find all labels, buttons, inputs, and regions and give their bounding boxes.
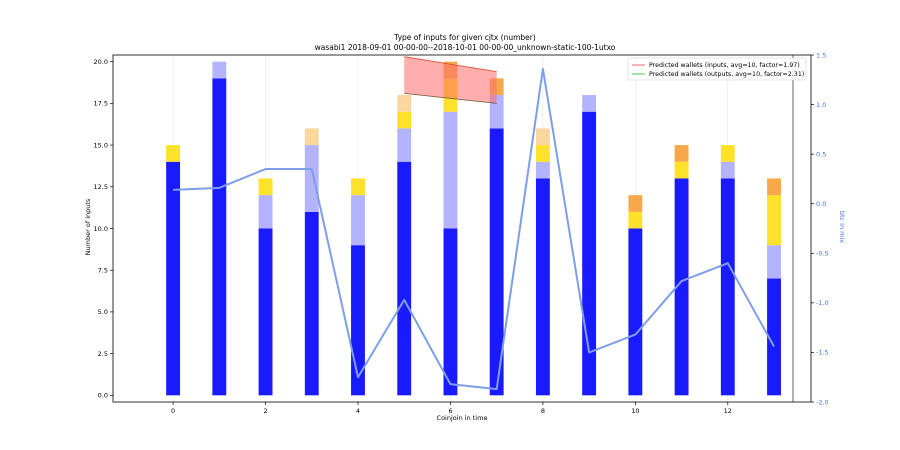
predicted-wallet-band xyxy=(404,56,497,104)
bar-segment-light-orange xyxy=(535,128,550,146)
bar-segment-fresh xyxy=(535,178,550,396)
bar-segment-coordinated xyxy=(674,161,689,179)
y-tick-label: 2.5 xyxy=(98,350,108,358)
stacked-bars xyxy=(166,61,781,396)
y-tick-label: 20.0 xyxy=(94,58,108,66)
y-tick-label: 12.5 xyxy=(94,183,108,191)
bar-segment-fresh xyxy=(674,178,689,396)
x-tick-label: 12 xyxy=(724,407,732,415)
y2-axis-ticks: -2.0 -1.5 -1.0 -0.5 0.0 0.5 1.0 1.5 xyxy=(792,51,829,406)
x-tick-label: 8 xyxy=(541,407,545,415)
y2-tick-label: 1.0 xyxy=(816,101,826,109)
bar-segment-fresh xyxy=(166,161,181,396)
x-tick-label: 10 xyxy=(631,407,639,415)
y-tick-label: 17.5 xyxy=(94,100,108,108)
bar-segment-coordinated xyxy=(628,211,643,229)
bar-segment-light-orange xyxy=(397,95,412,112)
x-tick-label: 4 xyxy=(356,407,360,415)
bar-segment-remix xyxy=(535,161,550,179)
predicted-band-lower xyxy=(404,93,497,104)
bar-segment-remix xyxy=(304,145,319,212)
bar-segment-fresh xyxy=(397,161,412,396)
y2-tick-label: -1.5 xyxy=(816,349,829,357)
y-tick-label: 10.0 xyxy=(94,225,108,233)
bar-segment-remix xyxy=(489,95,504,129)
bar-segment-coordinated xyxy=(397,111,412,129)
bar-segment-fresh xyxy=(304,211,319,396)
x-tick-label: 6 xyxy=(448,407,452,415)
bar-segment-fresh xyxy=(720,178,735,396)
legend: Predicted wallets (inputs, avg=10, facto… xyxy=(627,57,807,81)
chart-title: Type of inputs for given cjtx (number) xyxy=(393,33,536,42)
bar-segment-remix xyxy=(351,195,365,246)
bar-segment-fresh xyxy=(628,228,643,396)
x-axis-label: Coinjoin in time xyxy=(437,414,488,422)
bar-segment-coordinated xyxy=(258,178,273,196)
bar-segment-remix xyxy=(767,245,781,279)
btc-in-mix-polyline xyxy=(173,67,775,391)
y2-tick-label: 0.0 xyxy=(816,200,826,208)
bar-segment-orange xyxy=(628,195,643,212)
bar-segment-fresh xyxy=(582,111,597,396)
legend-box xyxy=(627,57,807,81)
bar-segment-coordinated xyxy=(767,195,781,246)
bar-segment-fresh xyxy=(489,128,504,396)
bar-segment-light-orange xyxy=(304,128,319,146)
bar-segment-remix xyxy=(720,161,735,179)
y2-tick-label: -0.5 xyxy=(816,250,829,258)
bar-segment-coordinated xyxy=(351,178,365,196)
bar-segment-fresh xyxy=(767,278,781,396)
x-tick-label: 2 xyxy=(263,407,267,415)
y-tick-label: 5.0 xyxy=(98,308,108,316)
legend-label: Predicted wallets (outputs, avg=10, fact… xyxy=(649,71,804,78)
x-axis-ticks: 0 2 4 6 8 10 12 xyxy=(171,402,732,415)
bar-segment-remix xyxy=(582,95,597,112)
bar-segment-fresh xyxy=(258,228,273,396)
y2-axis-label: btc in mix xyxy=(838,211,846,243)
chart-subtitle: wasabi1 2018-09-01 00-00-00--2018-10-01 … xyxy=(315,43,616,52)
y-axis-label: Number of inputs xyxy=(84,198,92,255)
y-tick-label: 0.0 xyxy=(98,392,108,400)
bar-segment-orange xyxy=(767,178,781,196)
bar-segment-coordinated xyxy=(166,145,181,162)
y2-tick-label: 1.5 xyxy=(816,51,826,59)
bar-segment-coordinated xyxy=(720,145,735,162)
bar-segment-orange xyxy=(674,145,689,162)
bar-segment-fresh xyxy=(212,78,227,396)
bar-segment-remix xyxy=(397,128,412,162)
x-tick-label: 0 xyxy=(171,407,175,415)
predicted-band-upper xyxy=(404,56,497,73)
bar-segment-remix xyxy=(258,195,273,229)
bar-segment-coordinated xyxy=(535,145,550,162)
y2-tick-label: -2.0 xyxy=(816,398,829,406)
y-tick-label: 7.5 xyxy=(98,267,108,275)
btc-in-mix-line xyxy=(173,67,775,391)
bar-segment-remix xyxy=(212,61,227,79)
y2-tick-label: -1.0 xyxy=(816,299,829,307)
y-tick-label: 15.0 xyxy=(94,141,108,149)
legend-label: Predicted wallets (inputs, avg=10, facto… xyxy=(649,62,800,69)
y2-tick-label: 0.5 xyxy=(816,150,826,158)
y-axis-ticks: 0.0 2.5 5.0 7.5 10.0 12.5 15.0 17.5 20.0 xyxy=(94,58,113,400)
bar-segment-remix xyxy=(443,111,458,229)
bar-segment-fresh xyxy=(443,228,458,396)
